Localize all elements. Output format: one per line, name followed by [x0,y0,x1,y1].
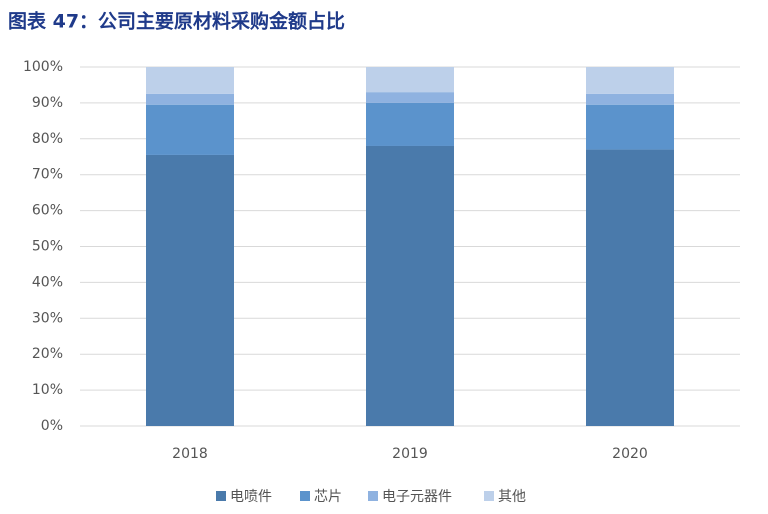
x-tick-label: 2019 [392,446,428,462]
y-tick-label: 70% [32,167,63,183]
legend-swatch [368,491,378,501]
x-tick-label: 2018 [172,446,208,462]
bar-segment [366,92,454,103]
bar-segment [586,67,674,94]
legend-swatch [216,491,226,501]
legend-label: 其他 [498,489,526,505]
bar-segment [146,93,234,105]
bar-segment [146,154,234,426]
chart-title: 图表 47：公司主要原材料采购金额占比 [8,10,345,33]
y-tick-label: 0% [41,418,63,434]
y-tick-label: 100% [23,59,63,75]
bar-segment [586,149,674,426]
y-tick-label: 30% [32,310,63,326]
legend-label: 芯片 [314,489,342,505]
bar-segment [366,67,454,93]
legend-label: 电子元器件 [382,489,452,505]
y-tick-label: 10% [32,382,63,398]
y-tick-label: 80% [32,131,63,147]
bar-segment [586,104,674,150]
bar-segment [366,145,454,427]
y-tick-label: 90% [32,95,63,111]
y-tick-label: 50% [32,239,63,255]
bar-segment [366,102,454,146]
legend-swatch [484,491,494,501]
legend-swatch [300,491,310,501]
x-tick-label: 2020 [612,446,648,462]
legend-label: 电喷件 [230,489,272,505]
y-tick-label: 40% [32,274,63,290]
bar-segment [146,67,234,94]
bar-segment [146,104,234,155]
y-tick-label: 60% [32,203,63,219]
bar-segment [586,93,674,105]
y-tick-label: 20% [32,346,63,362]
